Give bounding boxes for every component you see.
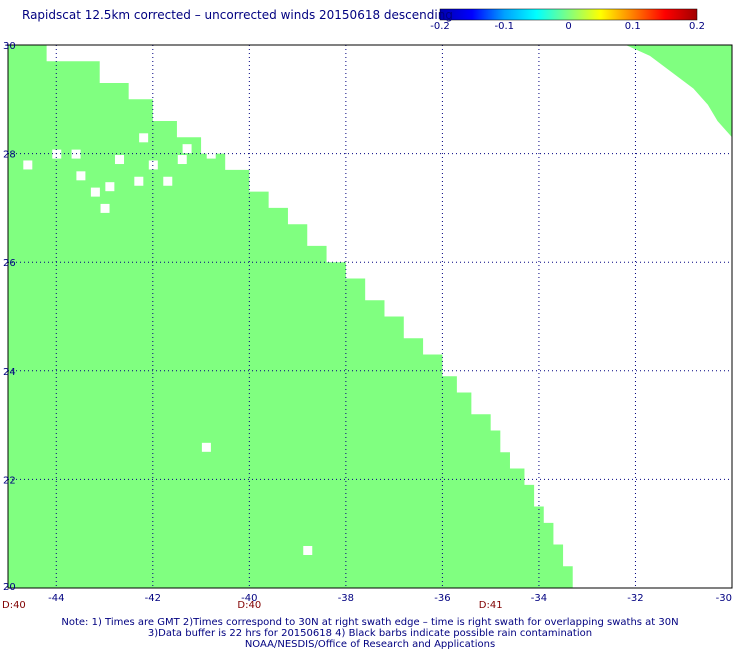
missing-cell: [105, 182, 115, 192]
colorbar-tick-label: -0.2: [430, 21, 450, 32]
colorbar-tick-label: -0.1: [494, 21, 515, 32]
note-line-2: 3)Data buffer is 22 hrs for 20150618 4) …: [147, 628, 593, 639]
missing-cell: [139, 133, 149, 143]
missing-cell: [177, 155, 187, 165]
note-line-3: NOAA/NESDIS/Office of Research and Appli…: [244, 639, 496, 650]
plot-frame: [7, 44, 733, 589]
time-label: D:40: [237, 600, 261, 611]
missing-cell: [115, 155, 125, 165]
y-tick-label: 26: [3, 258, 16, 269]
time-label: D:40: [2, 600, 26, 611]
y-tick-label: 30: [3, 41, 16, 52]
x-tick-label: -40: [241, 593, 257, 604]
x-tick-label: -38: [338, 593, 354, 604]
missing-cell: [23, 160, 33, 170]
chart-title: Rapidscat 12.5km corrected – uncorrected…: [22, 8, 453, 22]
x-tick-label: -32: [627, 593, 643, 604]
colorbar-tick-label: 0.1: [624, 21, 641, 32]
missing-cell: [148, 160, 158, 170]
y-tick-label: 20: [3, 582, 16, 593]
colorbar-tick-label: 0.2: [689, 21, 705, 32]
missing-cell: [201, 442, 211, 452]
x-tick-label: -42: [145, 593, 161, 604]
x-tick-label: -44: [48, 593, 64, 604]
missing-cell: [163, 176, 173, 186]
missing-cell: [134, 176, 144, 186]
x-tick-label: -34: [531, 593, 547, 604]
colorbar-tick-label: 0: [565, 21, 572, 32]
missing-cell: [206, 149, 216, 159]
upper-right-swath: [625, 45, 732, 138]
missing-cell: [90, 187, 100, 197]
main-swath: [8, 45, 578, 588]
colorbar-gradient: [439, 8, 698, 21]
tick-layer: -44 -42 -40 -38 -36 -34 -32 -30 22 24 26 28 30 20 D:40…: [2, 41, 732, 611]
x-tick-label: -30: [716, 593, 732, 604]
missing-cell: [303, 545, 313, 555]
colorbar: [439, 8, 698, 21]
grid-layer: [8, 45, 732, 588]
swath-layer: [8, 45, 732, 588]
missing-cell: [100, 203, 110, 213]
x-tick-label: -36: [434, 593, 450, 604]
time-label: D:41: [479, 600, 503, 611]
y-tick-label: 28: [3, 150, 16, 161]
y-tick-label: 22: [3, 475, 16, 486]
note-line-1: Note: 1) Times are GMT 2)Times correspon…: [61, 617, 679, 628]
missing-cell: [76, 171, 86, 181]
missing-cell: [182, 144, 192, 154]
y-tick-label: 24: [3, 367, 16, 378]
